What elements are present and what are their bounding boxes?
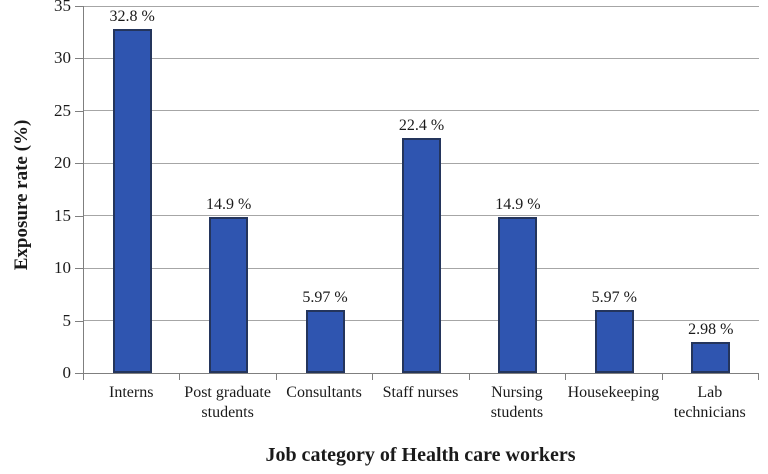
x-axis-tick [468,374,470,380]
x-category-label: Staff nurses [382,384,459,401]
x-axis-tick [83,374,84,380]
y-axis-tick-label: 20 [54,153,71,173]
bar-value-label: 32.8 % [109,8,155,26]
y-axis-tick-label: 25 [54,100,71,120]
bar-value-label: 22.4 % [398,117,445,135]
x-category-label: Interns [108,384,154,401]
x-category-label: Consultants [286,384,362,401]
bar-5 [498,216,538,373]
y-axis-tick-label: 15 [54,205,71,225]
y-axis-tick-label: 5 [62,310,72,330]
gridline [84,57,759,59]
bar-value-label: 2.98 % [688,320,734,338]
y-axis-tick [75,58,83,60]
y-axis-tick-label: 30 [54,48,71,68]
bar-6 [594,310,634,373]
bar-value-label: 14.9 % [205,195,252,213]
bar-value-label: 5.97 % [591,289,637,307]
y-axis-tick-label: 0 [62,363,72,382]
y-axis-tick-label: 10 [54,258,71,278]
y-axis-tick [75,320,83,322]
y-axis-tick [75,163,83,165]
bar-4 [402,138,441,373]
bar-2 [209,216,249,373]
x-axis-title: Job category of Health care workers [265,444,576,466]
x-axis-tick [661,374,663,380]
x-axis-tick [758,374,759,380]
x-axis-tick [565,374,567,380]
x-category-label: Lab technicians [673,384,746,421]
bar-value-label: 14.9 % [495,195,541,213]
gridline [84,110,759,112]
x-category-label: Post graduate students [184,384,271,421]
gridline [84,5,759,7]
x-axis-tick [372,374,374,380]
bar-value-label: 5.97 % [302,289,348,307]
y-axis-tick [75,215,83,217]
x-axis-tick [179,374,181,380]
plot-area: 32.8 % 14.9 % 5.97 % 22.4 % 14.9 % 5.97 % 2.98… [83,5,759,374]
bar-3 [305,310,345,373]
bar-1 [112,29,152,373]
x-axis-tick [275,374,277,380]
y-axis-tick [75,268,83,270]
y-axis-tick-label: 35 [54,0,71,15]
x-category-label: Nursing students [490,384,544,421]
y-axis-title: Exposure rate (%) [11,119,32,271]
x-category-label: Housekeeping [567,384,660,401]
y-axis-tick [75,6,83,7]
bar-7 [691,341,731,373]
y-axis-tick [75,373,83,374]
y-axis-tick [75,110,83,112]
